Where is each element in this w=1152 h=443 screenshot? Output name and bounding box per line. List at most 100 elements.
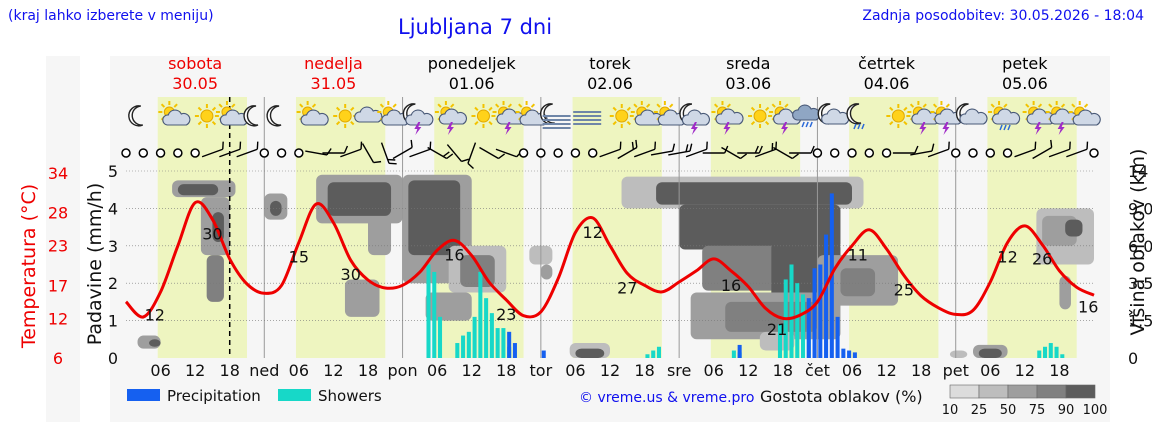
sun-storm-icon bbox=[434, 101, 467, 135]
day-date: 31.05 bbox=[311, 74, 357, 93]
sun-storm-icon bbox=[907, 101, 940, 135]
hour-tick-label: 06 bbox=[704, 361, 724, 380]
wind-calm-icon bbox=[190, 148, 200, 158]
wind-calm-icon bbox=[950, 148, 961, 158]
day-date: 30.05 bbox=[172, 74, 218, 93]
wind-calm-icon bbox=[553, 148, 563, 158]
precip-bar bbox=[812, 268, 817, 358]
precip-tick-label: 0 bbox=[108, 349, 118, 368]
cloud-block bbox=[1065, 219, 1083, 237]
shower-bar bbox=[645, 354, 650, 358]
hour-tick-label: 18 bbox=[634, 361, 654, 380]
region-note: (kraj lahko izberete v meniju) bbox=[8, 8, 214, 24]
temp-tick-label: 17 bbox=[48, 276, 68, 295]
wind-barb-icon bbox=[322, 145, 349, 154]
wind-calm-icon bbox=[155, 148, 166, 158]
day-name: petek bbox=[1002, 54, 1048, 73]
hour-tick-label: 06 bbox=[842, 361, 862, 380]
sun-storm-icon bbox=[711, 101, 744, 135]
shower-bar bbox=[501, 328, 506, 358]
wind-calm-icon bbox=[276, 148, 287, 158]
cloud-block bbox=[344, 279, 380, 317]
cloud-block bbox=[327, 182, 392, 216]
wind-barb-icon bbox=[789, 145, 815, 154]
cloud-block bbox=[270, 200, 282, 216]
hour-tick-label: 18 bbox=[911, 361, 931, 380]
wind-barb-icon bbox=[685, 141, 708, 158]
temp-tick-label: 12 bbox=[48, 309, 68, 328]
shower-bar bbox=[731, 350, 736, 358]
shower-bar bbox=[656, 346, 661, 358]
hour-tick-label: 12 bbox=[1015, 361, 1035, 380]
shower-bar bbox=[651, 350, 656, 358]
wind-barb-icon bbox=[446, 144, 469, 163]
wind-calm-icon bbox=[518, 148, 529, 158]
temp-tick-label: 23 bbox=[48, 237, 68, 256]
cloud-block bbox=[949, 350, 968, 358]
precip-axis-title: Padavine (mm/h) bbox=[84, 183, 106, 346]
day-abbrev-label: tor bbox=[530, 361, 553, 380]
cloud-height-tick-label: 3.5 bbox=[1128, 274, 1152, 293]
cloud-block bbox=[575, 348, 605, 358]
precip-tick-label: 2 bbox=[108, 274, 118, 293]
cloud-scale-label: 100 bbox=[1083, 403, 1108, 418]
temperature-label: 27 bbox=[617, 278, 637, 297]
wind-barb-icon bbox=[772, 146, 799, 160]
hour-tick-label: 12 bbox=[600, 361, 620, 380]
wind-barb-icon bbox=[668, 143, 693, 156]
cloud-scale-swatch bbox=[978, 384, 1009, 399]
moon-cloud-icon bbox=[955, 103, 988, 125]
wind-barb-icon bbox=[380, 142, 397, 165]
hour-tick-label: 06 bbox=[427, 361, 447, 380]
shower-bar bbox=[438, 316, 443, 358]
cloud-block bbox=[978, 348, 1002, 358]
sun-icon bbox=[609, 104, 634, 128]
cloud-block bbox=[656, 182, 852, 205]
wind-calm-icon bbox=[294, 148, 304, 158]
legend-showers-swatch bbox=[278, 389, 311, 401]
last-updated: Zadnja posodobitev: 30.05.2026 - 18:04 bbox=[862, 8, 1144, 24]
wind-calm-icon bbox=[968, 148, 978, 158]
wind-barb-icon bbox=[467, 142, 477, 170]
credit-text: © vreme.us & vreme.pro bbox=[579, 390, 754, 406]
wind-barb-icon bbox=[617, 139, 638, 160]
legend-showers-label: Showers bbox=[318, 387, 382, 405]
sun-cloud-icon bbox=[515, 101, 548, 126]
temperature-label: 30 bbox=[202, 224, 222, 243]
cloud-block bbox=[679, 204, 841, 250]
hour-tick-label: 12 bbox=[876, 361, 896, 380]
hour-tick-label: 18 bbox=[496, 361, 516, 380]
sun-cloud-icon bbox=[296, 101, 329, 126]
moon-storm-icon bbox=[402, 103, 434, 135]
wind-barb-icon bbox=[1032, 139, 1053, 160]
temp-tick-label: 28 bbox=[48, 204, 68, 223]
wind-barb-icon bbox=[340, 141, 363, 158]
cloud-block bbox=[149, 339, 161, 347]
temperature-label: 11 bbox=[848, 245, 868, 264]
hour-tick-label: 18 bbox=[773, 361, 793, 380]
precip-bar bbox=[818, 264, 823, 358]
wind-calm-icon bbox=[1002, 148, 1013, 158]
temperature-label: 25 bbox=[894, 280, 914, 299]
wind-barb-icon bbox=[1066, 141, 1089, 158]
wind-barb-icon bbox=[361, 143, 382, 164]
cloud-scale-label: 10 bbox=[942, 403, 959, 418]
day-name: četrtek bbox=[858, 54, 916, 73]
cloud-block bbox=[206, 255, 224, 302]
cloud-height-tick-label: 9.0 bbox=[1128, 199, 1152, 218]
legend-precip-label: Precipitation bbox=[167, 387, 261, 405]
wind-calm-icon bbox=[1089, 148, 1099, 158]
shower-bar bbox=[426, 264, 431, 358]
wind-barb-icon bbox=[892, 145, 919, 154]
hour-tick-label: 06 bbox=[150, 361, 170, 380]
cloud-scale-swatch bbox=[1065, 384, 1096, 399]
shower-bar bbox=[478, 271, 483, 358]
wind-calm-icon bbox=[829, 148, 840, 158]
wind-calm-icon bbox=[570, 148, 581, 158]
wind-calm-icon bbox=[985, 148, 996, 158]
moon-fog-icon bbox=[539, 103, 571, 129]
temperature-label: 15 bbox=[289, 247, 309, 266]
shower-bar bbox=[455, 343, 460, 358]
moon-icon bbox=[128, 105, 144, 127]
